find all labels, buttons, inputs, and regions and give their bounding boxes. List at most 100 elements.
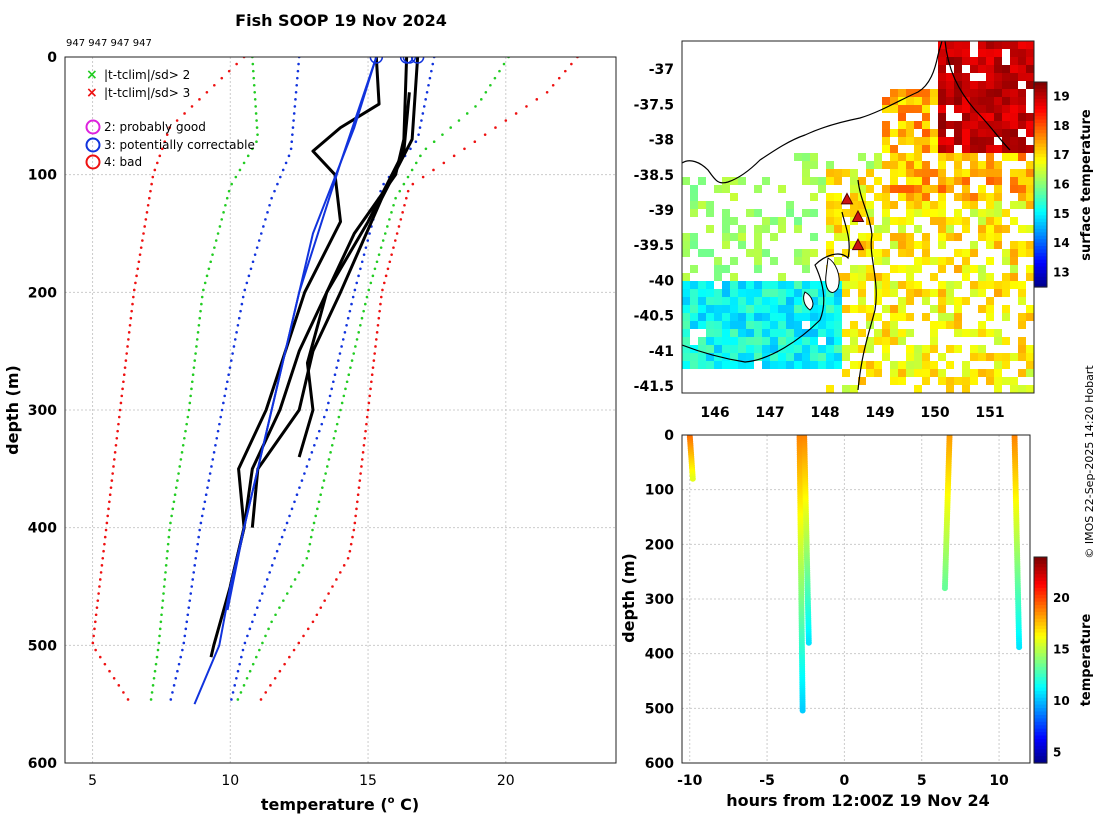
envelope-point: [343, 331, 347, 334]
sst-cell: [906, 329, 914, 337]
sst-cell: [1026, 73, 1034, 81]
envelope-point: [183, 634, 187, 638]
envelope-point: [327, 592, 330, 595]
sst-cell: [978, 353, 986, 361]
envelope-point: [115, 436, 119, 440]
envelope-point: [382, 182, 385, 186]
sst-cell: [970, 281, 978, 289]
colorbar-segment: [1034, 232, 1047, 237]
envelope-point: [349, 366, 352, 369]
sst-cell: [914, 361, 922, 369]
envelope-point: [294, 98, 297, 101]
sst-cell: [978, 305, 986, 313]
sst-cell: [802, 209, 810, 217]
colorbar-segment: [1034, 622, 1047, 627]
sst-cell: [690, 201, 698, 209]
sst-cell: [954, 105, 962, 113]
envelope-point: [104, 528, 108, 532]
envelope-point: [158, 154, 162, 158]
sst-cell: [850, 345, 858, 353]
sst-cell: [890, 329, 898, 337]
sst-cell: [938, 289, 946, 297]
drop-triangle: [851, 238, 865, 251]
envelope-point: [493, 76, 497, 80]
sst-cell: [842, 289, 850, 297]
sst-cell: [882, 305, 890, 313]
sst-cell: [938, 233, 946, 241]
envelope-point: [449, 126, 453, 129]
envelope-point: [369, 281, 373, 285]
sst-cell: [1002, 249, 1010, 257]
sst-cell: [946, 297, 954, 305]
sst-cell: [938, 297, 946, 305]
envelope-point: [310, 451, 314, 454]
sst-cell: [922, 97, 930, 105]
legend: × |t-tclim|/sd> 2 × |t-tclim|/sd> 3 2: p…: [85, 67, 255, 170]
sst-cell: [962, 385, 970, 393]
sst-cell: [818, 185, 826, 193]
sst-cell: [986, 49, 994, 57]
sst-cell: [858, 289, 866, 297]
envelope-point: [202, 507, 205, 511]
colorbar-segment: [1034, 601, 1047, 606]
sst-cell: [938, 153, 946, 161]
sst-cell: [810, 281, 818, 289]
envelope-point: [327, 401, 330, 405]
colorbar-segment: [1034, 718, 1047, 723]
sst-cell: [954, 217, 962, 225]
sst-cell: [946, 41, 954, 49]
envelope-point: [190, 380, 194, 384]
sst-cell: [858, 233, 866, 241]
envelope-point: [107, 507, 110, 511]
sst-cell: [818, 345, 826, 353]
colorbar-tick-label: 13: [1053, 265, 1070, 279]
sst-cell: [858, 185, 866, 193]
sst-cell: [858, 297, 866, 305]
map-y-tick-label: -37.5: [634, 97, 674, 113]
colorbar-segment: [1034, 276, 1047, 281]
envelope-point: [144, 218, 148, 221]
envelope-point: [366, 239, 370, 242]
envelope-point: [255, 126, 259, 129]
sst-cell: [986, 113, 994, 121]
sst-cell: [762, 281, 770, 289]
envelope-point: [163, 140, 167, 144]
envelope-point: [186, 613, 190, 617]
colorbar-segment: [1034, 721, 1047, 726]
sst-cell: [986, 353, 994, 361]
envelope-point: [395, 232, 399, 235]
envelope-point: [252, 83, 256, 87]
colorbar-segment: [1034, 673, 1047, 678]
colorbar-segment: [1034, 639, 1047, 644]
colorbar-segment: [1034, 191, 1047, 196]
sst-cell: [706, 305, 714, 313]
sst-cell: [994, 65, 1002, 73]
map-y-tick-label: -38.5: [634, 168, 674, 184]
sst-cell: [906, 137, 914, 145]
sst-cell: [818, 297, 826, 305]
sst-cell: [866, 369, 874, 377]
envelope-point: [327, 458, 331, 461]
sst-cell: [906, 241, 914, 249]
sst-cell: [866, 305, 874, 313]
envelope-point: [197, 535, 200, 539]
envelope-point: [293, 578, 297, 581]
y-axis-label: depth (m): [3, 365, 22, 455]
envelope-point: [149, 189, 152, 193]
colorbar-segment: [1034, 660, 1047, 665]
colorbar-segment: [1034, 563, 1047, 568]
sst-cell: [746, 297, 754, 305]
colorbar-segment: [1034, 273, 1047, 278]
sst-cell: [722, 241, 730, 249]
sst-cell: [1002, 377, 1010, 385]
sst-cell: [994, 81, 1002, 89]
sst-cell: [922, 297, 930, 305]
envelope-point: [392, 246, 395, 249]
sst-cell: [954, 345, 962, 353]
sst-cell: [914, 369, 922, 377]
envelope-point: [421, 112, 425, 115]
envelope-point: [238, 662, 241, 666]
sst-cell: [730, 257, 738, 265]
sst-cell: [714, 273, 722, 281]
envelope-point: [229, 359, 233, 362]
